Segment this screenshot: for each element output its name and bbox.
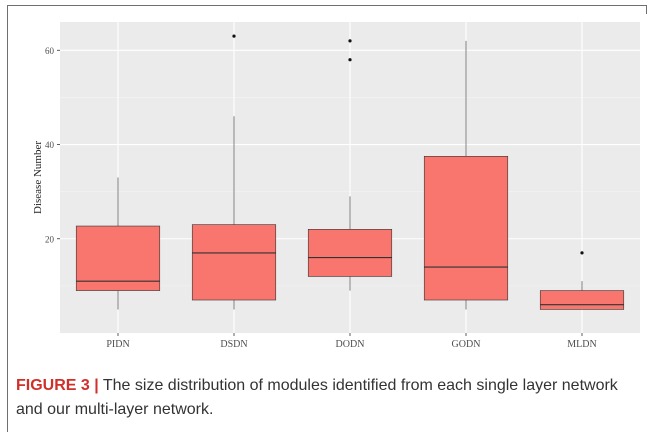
figure-frame-left bbox=[7, 5, 8, 432]
y-tick-label: 60 bbox=[45, 46, 55, 56]
y-tick-label: 40 bbox=[45, 140, 55, 150]
figure-frame-right-tick bbox=[646, 5, 647, 14]
y-axis-label: Disease Number bbox=[32, 141, 44, 214]
y-tick-label: 20 bbox=[45, 234, 55, 244]
figure-caption-text: The size distribution of modules identif… bbox=[16, 377, 618, 418]
figure-caption-label: FIGURE 3 | bbox=[16, 377, 99, 394]
box-dodn bbox=[307, 229, 393, 277]
outlier-point bbox=[580, 251, 584, 255]
outlier-point bbox=[232, 34, 236, 38]
box-mldn bbox=[539, 290, 625, 310]
x-tick-label: PIDN bbox=[106, 339, 129, 350]
x-tick-label: DODN bbox=[336, 339, 365, 350]
box-pidn bbox=[75, 225, 161, 291]
x-tick-label: GODN bbox=[452, 339, 481, 350]
x-tick-label: MLDN bbox=[567, 339, 596, 350]
figure-caption: FIGURE 3 | The size distribution of modu… bbox=[16, 374, 636, 422]
box-godn bbox=[423, 155, 509, 301]
outlier-point bbox=[348, 58, 352, 62]
outlier-point bbox=[348, 39, 352, 43]
box-dsdn bbox=[191, 224, 277, 301]
figure-frame-top bbox=[7, 5, 647, 6]
x-tick-label: DSDN bbox=[220, 339, 247, 350]
box-plot-chart: 20 40 60 Disease Number PIDN DSDN DODN GODN MLDN bbox=[32, 22, 640, 350]
